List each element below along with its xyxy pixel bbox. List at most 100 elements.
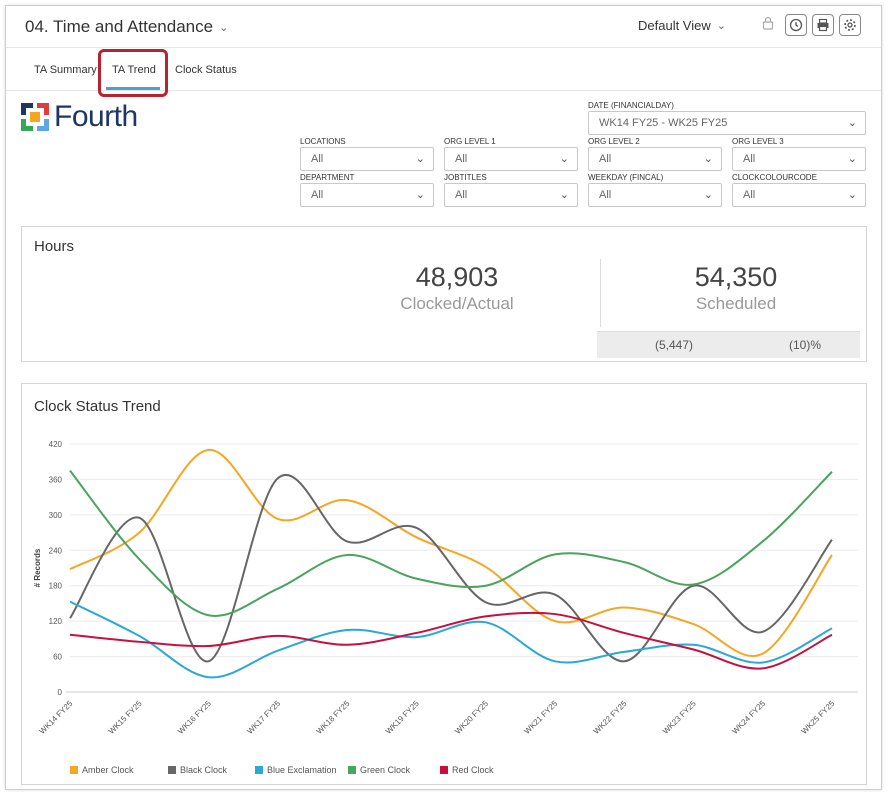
legend-swatch [168,766,176,774]
scheduled-label: Scheduled [695,294,777,313]
logo-text: Fourth [54,100,138,133]
view-selector[interactable]: Default View ⌄ [638,18,726,33]
clocked-value: 48,903 [415,262,499,292]
y-tick-label: 0 [58,688,63,697]
legend-swatch [440,766,448,774]
tab-ta-trend[interactable]: TA Trend [112,64,156,76]
chevron-down-icon: ⌄ [847,153,857,165]
org-level-3-filter-value: All [743,153,756,165]
lock-icon [762,16,774,30]
dashboard-title-dropdown[interactable]: 04. Time and Attendance ⌄ [25,17,228,37]
jobtitles-filter-select[interactable]: All ⌄ [444,183,578,207]
trend-panel-title: Clock Status Trend [34,398,161,415]
x-tick-label: WK25 FY25 [800,699,837,736]
filter-label-date: DATE (FINANCIALDAY) [588,101,674,110]
x-tick-label: WK15 FY25 [107,699,144,736]
clockcolourcode-filter-value: All [743,189,756,201]
filter-label-clockcolourcode: CLOCKCOLOURCODE [732,173,817,182]
x-tick-label: WK23 FY25 [661,699,698,736]
schedule-button[interactable] [785,14,807,36]
legend-item[interactable]: Amber Clock [70,765,134,775]
kpi-divider [600,259,601,327]
top-bar: 04. Time and Attendance ⌄ Default View ⌄ [6,6,881,48]
y-tick-label: 240 [49,546,63,555]
series-line-red-clock [69,611,833,670]
gear-icon [844,19,856,31]
legend-swatch [70,766,78,774]
org-level-2-filter-value: All [599,153,612,165]
dashboard-window: 04. Time and Attendance ⌄ Default View ⌄ [5,5,882,790]
org-level-1-filter-select[interactable]: All ⌄ [444,147,578,171]
filter-label-org-level-2: ORG LEVEL 2 [588,137,640,146]
hours-panel-title: Hours [34,238,75,255]
chevron-down-icon: ⌄ [219,21,229,34]
legend-item[interactable]: Blue Exclamation [255,765,337,775]
department-filter-select[interactable]: All ⌄ [300,183,434,207]
clockcolourcode-filter-select[interactable]: All ⌄ [732,183,866,207]
chevron-down-icon: ⌄ [716,20,726,32]
department-filter-value: All [311,189,324,201]
y-tick-label: 300 [49,511,63,520]
weekday-filter-select[interactable]: All ⌄ [588,183,722,207]
settings-button[interactable] [839,14,861,36]
hours-panel: Hours 48,903 Clocked/Actual 54,350 Sched… [21,226,867,362]
printer-icon [817,18,829,32]
clock-icon [789,18,803,32]
series-line-amber-clock [69,448,833,657]
locations-filter-value: All [311,153,324,165]
variance-percent: (10)% [789,338,822,352]
y-tick-label: 120 [49,617,63,626]
series-line-green-clock [69,469,833,617]
x-tick-label: WK17 FY25 [245,699,282,736]
chevron-down-icon: ⌄ [847,117,857,129]
series-line-blue-exclamation [69,600,833,679]
legend-swatch [255,766,263,774]
x-tick-label: WK14 FY25 [38,699,75,736]
x-tick-label: WK18 FY25 [315,699,352,736]
org-level-1-filter-value: All [455,153,468,165]
legend-label: Amber Clock [82,765,134,775]
legend-item[interactable]: Black Clock [168,765,227,775]
date-filter-value: WK14 FY25 - WK25 FY25 [599,117,728,129]
legend-item[interactable]: Green Clock [348,765,410,775]
variance-value: (5,447) [655,338,694,352]
variance-strip: (5,447) (10)% [597,331,860,358]
scheduled-value: 54,350 [694,262,778,292]
legend-item[interactable]: Red Clock [440,765,494,775]
org-level-3-filter-select[interactable]: All ⌄ [732,147,866,171]
legend-swatch [348,766,356,774]
tab-clock-status[interactable]: Clock Status [175,64,237,76]
x-tick-label: WK19 FY25 [384,699,421,736]
x-tick-label: WK24 FY25 [730,699,767,736]
filter-label-org-level-3: ORG LEVEL 3 [732,137,784,146]
y-tick-label: 360 [49,475,63,484]
legend-label: Blue Exclamation [267,765,337,775]
locations-filter-select[interactable]: All ⌄ [300,147,434,171]
y-tick-label: 60 [53,653,62,662]
clocked-label: Clocked/Actual [400,294,514,313]
filter-label-org-level-1: ORG LEVEL 1 [444,137,496,146]
fourth-logo-mark-icon [21,103,49,131]
fourth-logo: Fourth [21,100,138,134]
chevron-down-icon: ⌄ [703,153,713,165]
view-label: Default View [638,18,711,33]
tab-ta-summary[interactable]: TA Summary [34,64,97,76]
org-level-2-filter-select[interactable]: All ⌄ [588,147,722,171]
x-tick-label: WK21 FY25 [522,699,559,736]
dashboard-title: 04. Time and Attendance [25,17,214,36]
print-button[interactable] [812,14,834,36]
date-filter-select[interactable]: WK14 FY25 - WK25 FY25 ⌄ [588,111,866,135]
jobtitles-filter-value: All [455,189,468,201]
x-tick-label: WK20 FY25 [453,699,490,736]
legend-label: Green Clock [360,765,411,775]
weekday-filter-value: All [599,189,612,201]
legend-label: Red Clock [452,765,494,775]
y-axis-label: # Records [33,548,42,587]
filter-label-weekday: WEEKDAY (FINCAL) [588,173,664,182]
active-tab-indicator [106,87,160,90]
y-tick-label: 420 [49,440,63,449]
filter-label-locations: LOCATIONS [300,137,346,146]
chevron-down-icon: ⌄ [415,153,425,165]
chevron-down-icon: ⌄ [415,189,425,201]
chevron-down-icon: ⌄ [559,153,569,165]
